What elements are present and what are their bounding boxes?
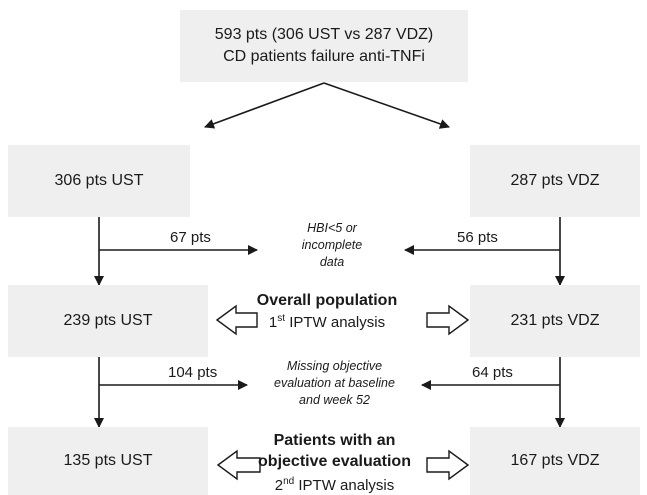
ust-box-row3: 135 pts UST	[8, 427, 208, 495]
vdz-row3-label: 167 pts VDZ	[510, 452, 600, 469]
exclusion1-reason: HBI<5 or incomplete data	[262, 220, 402, 271]
vdz-box-row3: 167 pts VDZ	[470, 427, 640, 495]
exclusion2-reason-line3: and week 52	[299, 393, 370, 407]
vdz-box-row2: 231 pts VDZ	[470, 285, 640, 357]
second-iptw-analysis: 2nd IPTW analysis	[232, 472, 437, 495]
total-patients-line2: CD patients failure anti-TNFi	[223, 48, 425, 65]
exclusion2-reason: Missing objective evaluation at baseline…	[247, 358, 422, 409]
overall-population-title: Overall population	[256, 292, 398, 309]
exclusion2-right-count: 64 pts	[472, 364, 513, 381]
ust-row3-label: 135 pts UST	[63, 452, 153, 469]
overall-population-caption: Overall population 1st IPTW analysis	[232, 292, 422, 331]
objective-evaluation-title-line2: objective evaluation	[258, 453, 411, 470]
ust-row2-label: 239 pts UST	[63, 312, 153, 329]
exclusion1-reason-line1: HBI<5 or	[307, 221, 357, 235]
vdz-box-row1: 287 pts VDZ	[470, 145, 640, 217]
exclusion1-reason-line3: data	[319, 255, 345, 269]
block-arrow-row3-right	[426, 449, 470, 481]
total-patients-box: 593 pts (306 UST vs 287 VDZ) CD patients…	[180, 10, 468, 82]
exclusion1-reason-line2: incomplete	[301, 238, 363, 252]
second-iptw-sup: nd	[283, 476, 295, 487]
exclusion1-left-count: 67 pts	[170, 229, 211, 246]
objective-evaluation-title-line1: Patients with an	[273, 432, 396, 449]
first-iptw-text: IPTW analysis	[285, 314, 386, 331]
vdz-row2-label: 231 pts VDZ	[510, 312, 600, 329]
ust-box-row1: 306 pts UST	[8, 145, 190, 217]
arrow-top-to-ust	[204, 82, 325, 129]
second-iptw-ord: 2	[274, 477, 284, 494]
arrow-top-to-vdz	[323, 82, 450, 129]
vdz-row1-label: 287 pts VDZ	[510, 172, 600, 189]
exclusion2-left-count: 104 pts	[168, 364, 218, 381]
total-patients-line1: 593 pts (306 UST vs 287 VDZ)	[214, 26, 434, 43]
objective-evaluation-caption: Patients with an objective evaluation 2n…	[232, 430, 437, 495]
ust-box-row2: 239 pts UST	[8, 285, 208, 357]
block-arrow-row3-left	[216, 449, 261, 481]
block-arrow-row2-right	[426, 304, 470, 336]
first-iptw-analysis: 1st IPTW analysis	[232, 313, 422, 331]
block-arrow-row2-left	[215, 304, 258, 336]
second-iptw-text: IPTW analysis	[294, 477, 395, 494]
first-iptw-ord: 1	[268, 314, 278, 331]
exclusion2-reason-line2: evaluation at baseline	[274, 376, 395, 390]
ust-row1-label: 306 pts UST	[54, 172, 144, 189]
exclusion1-right-count: 56 pts	[457, 229, 498, 246]
exclusion2-reason-line1: Missing objective	[286, 359, 383, 373]
first-iptw-sup: st	[277, 313, 286, 324]
